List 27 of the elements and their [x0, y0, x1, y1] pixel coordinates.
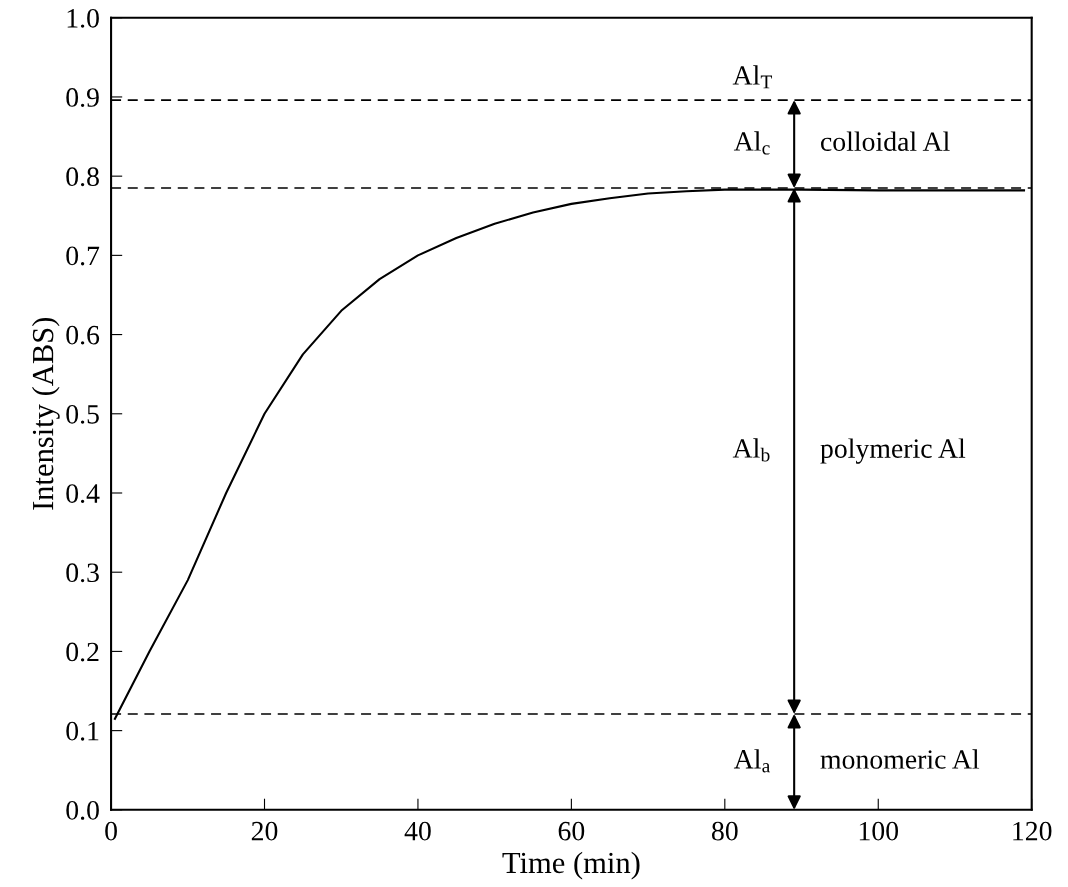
y-tick-label: 0.2	[66, 642, 99, 662]
x-tick-label: 40	[404, 821, 431, 841]
y-tick-label: 0.5	[66, 404, 99, 424]
x-tick-label: 60	[558, 821, 585, 841]
annotation: Al$_{c}$	[733, 131, 770, 155]
annotation: Al$_{T}$	[732, 65, 773, 89]
annotation: Al$_{b}$	[732, 438, 770, 462]
y-tick-label: 0.1	[66, 721, 99, 741]
y-tick-label: 1.0	[67, 8, 99, 28]
y-tick-label: 0.9	[66, 88, 99, 107]
annotation: polymeric Al	[820, 438, 966, 464]
x-tick-label: 0	[105, 821, 117, 841]
x-tick-label: 100	[859, 821, 899, 841]
y-tick-label: 0.4	[66, 484, 100, 504]
y-tick-label: 0.8	[66, 167, 99, 187]
annotation: Al$_{a}$	[733, 749, 771, 773]
annotation: colloidal Al	[821, 131, 950, 152]
y-tick-label: 0.3	[66, 563, 99, 583]
x-tick-label: 120	[1013, 821, 1052, 841]
y-tick-label: 0.7	[66, 246, 100, 266]
y-tick-label: 0.0	[66, 801, 99, 820]
y-tick-label: 0.6	[66, 325, 100, 345]
x-tick-label: 20	[251, 821, 278, 841]
annotation: monomeric Al	[820, 749, 980, 769]
x-tick-label: 80	[711, 821, 738, 841]
x-axis-title: Time (min)	[502, 851, 640, 880]
y-axis-title: Intensity (ABS)	[31, 317, 60, 510]
